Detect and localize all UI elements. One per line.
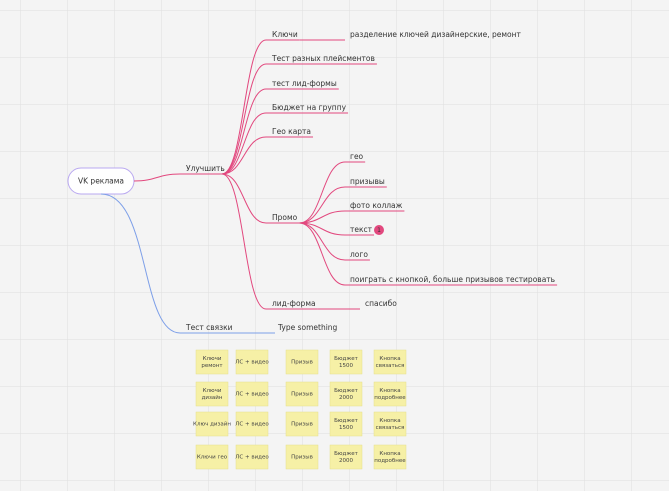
- node-label[interactable]: Улучшить: [186, 164, 225, 173]
- node-label[interactable]: Бюджет на группу: [272, 103, 347, 112]
- sticky-note[interactable]: [329, 444, 363, 470]
- sticky-text: Бюджет: [334, 451, 359, 457]
- node-label[interactable]: Гео карта: [272, 127, 311, 136]
- node-label[interactable]: гео: [350, 152, 364, 161]
- sticky-text: Призыв: [291, 422, 313, 428]
- sticky-text: связаться: [376, 425, 405, 431]
- sticky-text: Ключи: [203, 388, 222, 394]
- sticky-text: ремонт: [201, 363, 223, 369]
- node-label[interactable]: лого: [350, 250, 368, 259]
- branch-line: [221, 112, 267, 175]
- sticky-text: Бюджет: [334, 388, 359, 394]
- sticky-text: ЛС + видео: [235, 455, 269, 461]
- badge-count: 1: [377, 227, 381, 234]
- sticky-text: Кнопка: [379, 418, 400, 424]
- sticky-text: Призыв: [291, 392, 313, 398]
- sticky-text: Кнопка: [379, 451, 400, 457]
- sticky-note[interactable]: [235, 381, 269, 407]
- sticky-note[interactable]: [329, 411, 363, 437]
- branch-line: [221, 173, 267, 310]
- sticky-text: Кнопка: [379, 388, 400, 394]
- sticky-note[interactable]: [195, 411, 229, 437]
- branch-line: [100, 193, 181, 334]
- branch-line: [133, 173, 181, 182]
- node-label[interactable]: Тест разных плейсментов: [271, 54, 375, 63]
- sticky-note[interactable]: [285, 411, 319, 437]
- sticky-text: ЛС + видео: [235, 422, 269, 428]
- sticky-note[interactable]: [373, 349, 407, 375]
- sticky-text: Ключи гео: [197, 455, 228, 461]
- node-label[interactable]: призывы: [350, 177, 385, 186]
- node-label[interactable]: лид-форма: [272, 299, 316, 308]
- node-label[interactable]: Type something: [277, 323, 338, 332]
- branch-line: [221, 63, 267, 175]
- branch-line: [221, 173, 267, 224]
- sticky-text: подробнее: [374, 458, 406, 464]
- sticky-note[interactable]: [235, 444, 269, 470]
- root-label[interactable]: VK реклама: [78, 177, 124, 186]
- sticky-text: подробнее: [374, 395, 406, 401]
- sticky-note[interactable]: [195, 381, 229, 407]
- sticky-text: Ключ дизайн: [193, 421, 231, 428]
- node-label[interactable]: фото коллаж: [350, 201, 403, 210]
- sticky-text: Бюджет: [334, 356, 359, 362]
- sticky-text: 2000: [339, 395, 353, 401]
- sticky-text: 1500: [339, 363, 353, 369]
- node-label[interactable]: разделение ключей дизайнерские, ремонт: [350, 30, 522, 39]
- sticky-note[interactable]: [329, 349, 363, 375]
- sticky-text: Призыв: [291, 360, 313, 366]
- sticky-note[interactable]: [235, 349, 269, 375]
- sticky-text: 2000: [339, 458, 353, 464]
- branch-line: [299, 210, 346, 224]
- sticky-text: Бюджет: [334, 418, 359, 424]
- node-label[interactable]: поиграть с кнопкой, больше призывов тест…: [350, 275, 555, 284]
- sticky-note[interactable]: [235, 411, 269, 437]
- sticky-note[interactable]: [373, 444, 407, 470]
- node-label[interactable]: Тест связки: [185, 323, 233, 332]
- sticky-text: Призыв: [291, 455, 313, 461]
- node-label[interactable]: текст: [350, 225, 373, 234]
- node-label[interactable]: Промо: [272, 213, 298, 222]
- sticky-note[interactable]: [285, 349, 319, 375]
- badge: [374, 225, 384, 235]
- sticky-note[interactable]: [195, 349, 229, 375]
- sticky-note[interactable]: [195, 444, 229, 470]
- sticky-text: дизайн: [202, 394, 223, 401]
- branch-line: [221, 88, 267, 175]
- node-label[interactable]: Ключи: [272, 30, 298, 39]
- node-label[interactable]: тест лид-формы: [272, 79, 337, 88]
- branch-line: [299, 222, 346, 286]
- branch-line: [299, 161, 346, 224]
- sticky-note[interactable]: [285, 444, 319, 470]
- sticky-text: Кнопка: [379, 356, 400, 362]
- sticky-text: ЛС + видео: [235, 360, 269, 366]
- branch-line: [299, 186, 346, 224]
- sticky-text: связаться: [376, 363, 405, 369]
- sticky-text: 1500: [339, 425, 353, 431]
- sticky-note[interactable]: [373, 381, 407, 407]
- sticky-text: ЛС + видео: [235, 392, 269, 398]
- branch-line: [299, 222, 346, 261]
- branch-line: [221, 39, 267, 175]
- sticky-text: Ключи: [203, 356, 222, 362]
- sticky-note[interactable]: [285, 381, 319, 407]
- sticky-note[interactable]: [373, 411, 407, 437]
- node-label[interactable]: спасибо: [365, 299, 397, 308]
- sticky-note[interactable]: [329, 381, 363, 407]
- branch-line: [221, 136, 267, 175]
